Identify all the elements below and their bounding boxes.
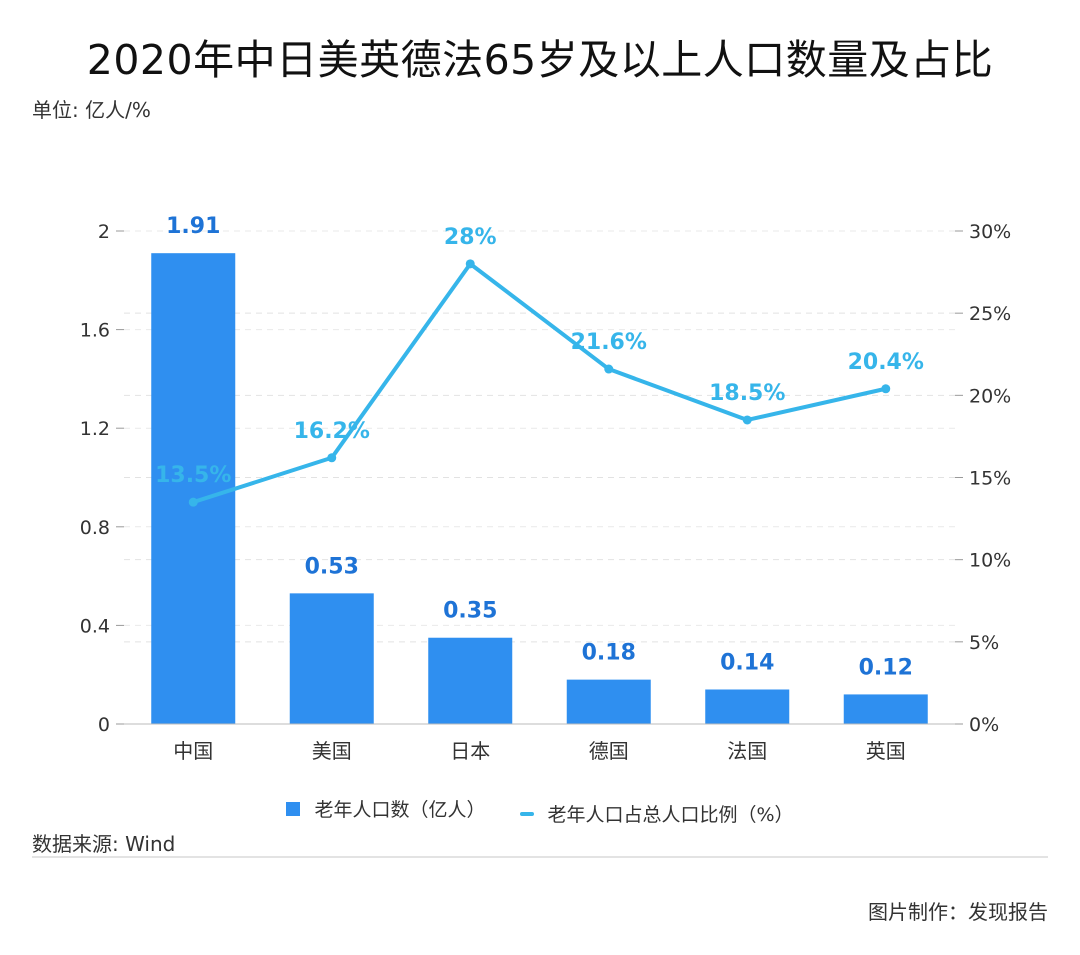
line-point-5 (881, 384, 891, 394)
divider (32, 856, 1048, 858)
bar-5 (843, 694, 928, 724)
tick-label-right: 5% (969, 632, 999, 654)
bar-0 (151, 253, 236, 724)
bar-series: 1.91 0.53 0.35 0.18 0.14 0.12 (151, 214, 928, 724)
unit-label: 单位: 亿人/% (32, 98, 151, 122)
legend-label-bar: 老年人口数（亿人） (314, 799, 486, 821)
right-axis: 0% 5% 10% 15% 20% 25% 30% (955, 221, 1011, 736)
legend-swatch-line (519, 811, 534, 816)
tick-label-right: 25% (969, 303, 1011, 325)
x-tick-label-0: 中国 (173, 739, 213, 763)
line-label-3: 21.6% (571, 330, 647, 355)
x-tick-label-3: 德国 (589, 739, 629, 763)
tick-label-left: 1.6 (80, 320, 110, 342)
chart-title: 2020年中日美英德法65岁及以上人口数量及占比 (86, 36, 994, 84)
line-point-0 (188, 497, 198, 507)
tick-label-left: 0.4 (80, 615, 110, 637)
tick-label-left: 0.8 (80, 517, 110, 539)
bar-label-5: 0.12 (859, 655, 913, 680)
bar-label-4: 0.14 (720, 650, 774, 675)
line-point-4 (742, 415, 752, 425)
bar-4 (705, 689, 790, 724)
line-point-2 (465, 259, 475, 269)
legend-swatch-bar (286, 801, 301, 816)
tick-label-left: 2 (98, 221, 110, 243)
legend-item-line: 老年人口占总人口比例（%） (519, 800, 794, 827)
x-tick-label-2: 日本 (450, 739, 490, 763)
line-path (191, 261, 888, 505)
bar-2 (428, 637, 513, 724)
line-label-4: 18.5% (709, 381, 785, 406)
x-tick-label-5: 英国 (866, 739, 906, 763)
legend-item-bar: 老年人口数（亿人） (286, 795, 485, 822)
tick-label-right: 10% (969, 550, 1011, 572)
combo-chart: 0 0.4 0.8 1.2 1.6 2 0% 5% 10% 15% 20% 25% 30% 1.91 0… (80, 214, 1011, 763)
left-axis: 0 0.4 0.8 1.2 1.6 2 (80, 221, 124, 736)
line-point-1 (327, 453, 337, 463)
tick-label-right: 30% (969, 221, 1011, 243)
line-point-3 (604, 364, 614, 374)
tick-label-right: 15% (969, 468, 1011, 490)
tick-label-left: 1.2 (80, 418, 110, 440)
credit-label: 图片制作：发现报告 (868, 900, 1048, 924)
legend-label-line: 老年人口占总人口比例（%） (547, 804, 794, 826)
gridlines (124, 230, 955, 643)
bar-label-2: 0.35 (443, 599, 497, 624)
tick-label-right: 0% (969, 714, 999, 736)
tick-label-left: 0 (98, 714, 110, 736)
bar-label-0: 1.91 (166, 214, 220, 239)
tick-label-right: 20% (969, 385, 1011, 407)
x-axis: 中国 美国 日本 德国 法国 英国 (124, 723, 955, 763)
line-label-2: 28% (444, 225, 497, 250)
bar-3 (566, 679, 651, 724)
legend: 老年人口数（亿人） 老年人口占总人口比例（%） (0, 795, 1080, 827)
bar-label-3: 0.18 (582, 641, 636, 666)
line-label-0: 13.5% (155, 463, 231, 488)
x-tick-label-1: 美国 (312, 739, 352, 763)
source-label: 数据来源: Wind (32, 832, 176, 856)
x-tick-label-4: 法国 (727, 739, 767, 763)
bar-1 (289, 593, 374, 724)
line-series: 13.5% 16.2% 28% 21.6% 18.5% 20.4% (155, 225, 924, 507)
line-label-5: 20.4% (848, 350, 924, 375)
line-label-1: 16.2% (294, 419, 370, 444)
bar-label-1: 0.53 (305, 554, 359, 579)
